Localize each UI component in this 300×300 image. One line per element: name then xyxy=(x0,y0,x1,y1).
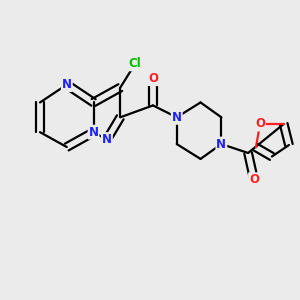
Text: N: N xyxy=(216,138,226,151)
Text: O: O xyxy=(255,118,265,130)
Text: N: N xyxy=(88,126,98,139)
Text: O: O xyxy=(249,173,259,186)
Text: N: N xyxy=(172,111,182,124)
Text: N: N xyxy=(62,78,72,91)
Text: O: O xyxy=(148,72,158,85)
Text: N: N xyxy=(102,133,112,146)
Text: Cl: Cl xyxy=(129,57,142,70)
